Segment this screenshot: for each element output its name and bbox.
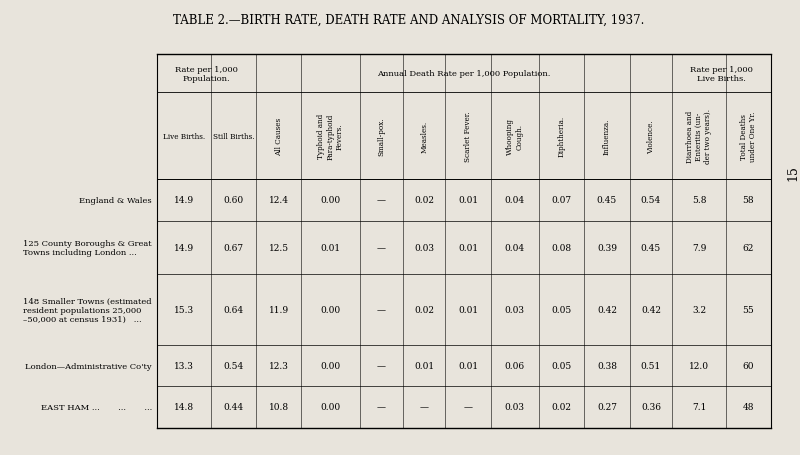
Text: 0.02: 0.02 <box>414 305 434 314</box>
Text: 0.42: 0.42 <box>597 305 617 314</box>
Text: 48: 48 <box>742 403 754 411</box>
Text: Still Births.: Still Births. <box>213 132 254 141</box>
Text: 12.0: 12.0 <box>689 361 709 370</box>
Text: 14.8: 14.8 <box>174 403 194 411</box>
Text: 5.8: 5.8 <box>692 196 706 205</box>
Text: 0.07: 0.07 <box>551 196 571 205</box>
Text: 0.03: 0.03 <box>505 305 525 314</box>
Text: 0.03: 0.03 <box>505 403 525 411</box>
Text: —: — <box>419 403 429 411</box>
Text: 12.5: 12.5 <box>269 243 289 253</box>
Text: 0.45: 0.45 <box>641 243 661 253</box>
Text: 0.02: 0.02 <box>414 196 434 205</box>
Text: 11.9: 11.9 <box>269 305 289 314</box>
Text: 60: 60 <box>742 361 754 370</box>
Text: 0.01: 0.01 <box>458 196 478 205</box>
Text: 0.04: 0.04 <box>505 196 525 205</box>
Text: 14.9: 14.9 <box>174 243 194 253</box>
Text: 0.08: 0.08 <box>551 243 571 253</box>
Text: 12.3: 12.3 <box>269 361 289 370</box>
Text: 0.03: 0.03 <box>414 243 434 253</box>
Text: 0.42: 0.42 <box>641 305 661 314</box>
Text: 58: 58 <box>742 196 754 205</box>
Text: 0.05: 0.05 <box>551 361 572 370</box>
Text: 0.44: 0.44 <box>223 403 243 411</box>
Text: EAST HAM ...       ...       ...: EAST HAM ... ... ... <box>41 403 152 411</box>
Text: Measles.: Measles. <box>420 121 428 152</box>
Text: 0.00: 0.00 <box>321 196 341 205</box>
Text: 13.3: 13.3 <box>174 361 194 370</box>
Text: Influenza.: Influenza. <box>603 118 611 155</box>
Text: —: — <box>464 403 473 411</box>
Text: Typhoid and
Para-typhoid
Fevers.: Typhoid and Para-typhoid Fevers. <box>318 113 344 160</box>
Text: 62: 62 <box>742 243 754 253</box>
Text: —: — <box>377 243 386 253</box>
Text: 7.9: 7.9 <box>692 243 706 253</box>
Text: Rate per 1,000
Population.: Rate per 1,000 Population. <box>175 66 238 82</box>
Text: 0.01: 0.01 <box>414 361 434 370</box>
Text: 0.51: 0.51 <box>641 361 661 370</box>
Text: —: — <box>377 403 386 411</box>
Text: 0.54: 0.54 <box>641 196 661 205</box>
Text: 0.39: 0.39 <box>597 243 617 253</box>
Text: England & Wales: England & Wales <box>79 197 152 204</box>
Text: 15.3: 15.3 <box>174 305 194 314</box>
Text: Diphtheria.: Diphtheria. <box>558 116 566 157</box>
Text: 0.45: 0.45 <box>597 196 617 205</box>
Text: —: — <box>377 361 386 370</box>
Text: 0.02: 0.02 <box>551 403 571 411</box>
Text: 0.38: 0.38 <box>597 361 617 370</box>
Text: 0.60: 0.60 <box>223 196 243 205</box>
Text: 10.8: 10.8 <box>269 403 289 411</box>
Text: 0.01: 0.01 <box>458 305 478 314</box>
Text: 0.01: 0.01 <box>458 243 478 253</box>
Text: Rate per 1,000
Live Births.: Rate per 1,000 Live Births. <box>690 66 753 82</box>
Text: 15: 15 <box>786 165 799 181</box>
Text: 0.05: 0.05 <box>551 305 572 314</box>
Text: Small-pox.: Small-pox. <box>378 117 386 156</box>
Text: 0.36: 0.36 <box>641 403 661 411</box>
Text: —: — <box>377 196 386 205</box>
Text: TABLE 2.—BIRTH RATE, DEATH RATE AND ANALYSIS OF MORTALITY, 1937.: TABLE 2.—BIRTH RATE, DEATH RATE AND ANAL… <box>173 14 645 27</box>
Text: 0.00: 0.00 <box>321 305 341 314</box>
Text: 125 County Boroughs & Great
Towns including London ...: 125 County Boroughs & Great Towns includ… <box>23 239 152 257</box>
Text: —: — <box>377 305 386 314</box>
Text: 55: 55 <box>742 305 754 314</box>
Text: 0.67: 0.67 <box>223 243 243 253</box>
Text: Annual Death Rate per 1,000 Population.: Annual Death Rate per 1,000 Population. <box>378 70 551 78</box>
Text: 7.1: 7.1 <box>692 403 706 411</box>
Text: 3.2: 3.2 <box>692 305 706 314</box>
Text: Diarrhoea and
Enteritis (un-
der two years).: Diarrhoea and Enteritis (un- der two yea… <box>686 109 712 164</box>
Text: Violence.: Violence. <box>647 120 655 153</box>
Text: Whooping
Cough.: Whooping Cough. <box>506 118 523 155</box>
Text: 12.4: 12.4 <box>269 196 289 205</box>
Text: Scarlet Fever.: Scarlet Fever. <box>464 111 472 162</box>
Text: 0.27: 0.27 <box>597 403 617 411</box>
Text: 0.04: 0.04 <box>505 243 525 253</box>
Text: All Causes: All Causes <box>274 117 282 156</box>
Text: Total Deaths
under One Yr.: Total Deaths under One Yr. <box>740 111 757 162</box>
Text: 0.00: 0.00 <box>321 361 341 370</box>
Text: 148 Smaller Towns (estimated
resident populations 25,000
–50,000 at census 1931): 148 Smaller Towns (estimated resident po… <box>23 297 152 323</box>
Text: 0.01: 0.01 <box>458 361 478 370</box>
Text: Live Births.: Live Births. <box>163 132 205 141</box>
Text: London—Administrative Co'ty: London—Administrative Co'ty <box>26 362 152 370</box>
Text: 0.64: 0.64 <box>223 305 243 314</box>
Text: 0.54: 0.54 <box>223 361 243 370</box>
Text: 0.00: 0.00 <box>321 403 341 411</box>
Text: 0.01: 0.01 <box>321 243 341 253</box>
Text: 14.9: 14.9 <box>174 196 194 205</box>
Text: 0.06: 0.06 <box>505 361 525 370</box>
